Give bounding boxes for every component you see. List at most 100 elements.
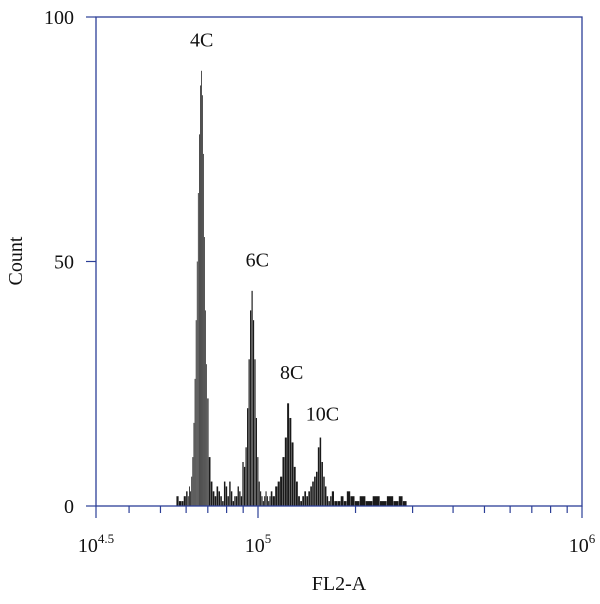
y-tick-label: 50 <box>54 252 74 274</box>
histogram-bar <box>277 481 280 506</box>
histogram-bar <box>265 491 267 506</box>
histogram-bar <box>268 501 270 506</box>
histogram-bar <box>284 437 287 506</box>
histogram-bar <box>193 422 195 506</box>
histogram-bar <box>346 491 351 506</box>
histogram-bar <box>192 457 194 506</box>
histogram-bar <box>365 501 373 506</box>
histogram-bar <box>234 496 236 506</box>
histogram-bar <box>230 491 233 506</box>
peak-label: 8C <box>280 362 303 384</box>
histogram-bar <box>191 476 193 506</box>
histogram-bar <box>325 486 327 506</box>
histogram-bar <box>359 496 366 506</box>
histogram-bar <box>214 496 217 506</box>
x-tick-label: 104.5 <box>78 531 114 557</box>
histogram-bar <box>330 496 332 506</box>
histogram-bar <box>194 378 196 506</box>
histogram-bar <box>257 457 259 506</box>
histogram-bar <box>242 461 244 506</box>
histogram-bar <box>343 501 347 506</box>
histogram-bar <box>302 496 305 506</box>
histogram-bar <box>200 85 201 507</box>
histogram-bar <box>176 496 179 506</box>
axis-tick-labels: 0 50 100 104.5 105 106 <box>44 7 596 557</box>
axis-ticks <box>86 16 583 518</box>
histogram-bar <box>393 501 399 506</box>
histogram-bar <box>323 476 325 506</box>
histogram-bar <box>287 403 290 506</box>
histogram-bar <box>280 476 283 506</box>
histogram-bar <box>266 496 268 506</box>
histogram-bar <box>270 491 273 506</box>
histogram-bar <box>207 398 209 506</box>
histogram-bar <box>386 496 394 506</box>
histogram-bar <box>232 501 234 506</box>
histogram-bar <box>208 457 211 506</box>
histogram-bar <box>350 496 355 506</box>
histogram-bar <box>227 496 229 506</box>
histogram-bars <box>176 70 407 507</box>
histogram-bar <box>210 481 213 506</box>
histogram-bar <box>334 501 338 506</box>
histogram-bar <box>398 496 403 506</box>
histogram-bar <box>289 417 292 506</box>
histogram-bar <box>258 481 260 506</box>
histogram-bar <box>354 501 360 506</box>
histogram-bar <box>306 496 309 506</box>
histogram-bar <box>212 491 215 506</box>
histogram-bar <box>195 320 197 506</box>
peak-label: 6C <box>246 249 269 271</box>
histogram-bar <box>250 310 252 506</box>
peak-label: 10C <box>306 403 339 425</box>
histogram-bar <box>300 501 302 506</box>
histogram-bar <box>203 153 204 507</box>
histogram-bar <box>187 496 189 506</box>
histogram-bar <box>252 320 255 506</box>
histogram-bar <box>223 481 226 506</box>
histogram-bar <box>275 486 278 506</box>
histogram-bar <box>235 496 238 506</box>
histogram-bar <box>251 290 253 506</box>
histogram-bar <box>248 359 250 506</box>
histogram-bar <box>254 359 256 506</box>
histogram-bar <box>293 466 296 506</box>
histogram-bar <box>295 481 298 506</box>
histogram-bar <box>222 501 224 506</box>
histogram-bar <box>199 134 200 507</box>
histogram-bar <box>204 237 205 507</box>
histogram-bar <box>178 501 182 506</box>
histogram-bar <box>317 447 320 506</box>
histogram-bar <box>272 496 275 506</box>
histogram-bar <box>196 261 198 506</box>
x-tick-label: 106 <box>569 531 596 557</box>
y-tick-label: 100 <box>44 7 74 29</box>
peak-label: 4C <box>190 29 213 51</box>
histogram-bar <box>186 491 188 506</box>
histogram-bar <box>190 491 191 506</box>
histogram-bar <box>372 496 380 506</box>
histogram-bar <box>315 471 318 506</box>
histogram-bar <box>262 501 264 506</box>
histogram-bar <box>201 70 202 506</box>
histogram-bar <box>181 501 184 506</box>
histogram-bar <box>402 501 407 506</box>
histogram-bar <box>304 491 307 506</box>
plot-frame <box>95 16 583 507</box>
histogram-bar <box>261 496 263 506</box>
histogram-bar <box>239 491 241 506</box>
histogram-bar <box>308 491 310 506</box>
histogram-bar <box>337 501 341 506</box>
histogram-bar <box>220 496 222 506</box>
histogram-bar <box>237 486 239 506</box>
histogram-bar <box>264 496 266 506</box>
histogram-bar <box>197 193 199 507</box>
histogram-bar <box>319 437 322 506</box>
histogram-bar <box>225 486 228 506</box>
histogram-bar <box>340 496 344 506</box>
histogram-bar <box>379 501 387 506</box>
histogram-bar <box>282 457 285 506</box>
histogram-bar <box>331 491 334 506</box>
